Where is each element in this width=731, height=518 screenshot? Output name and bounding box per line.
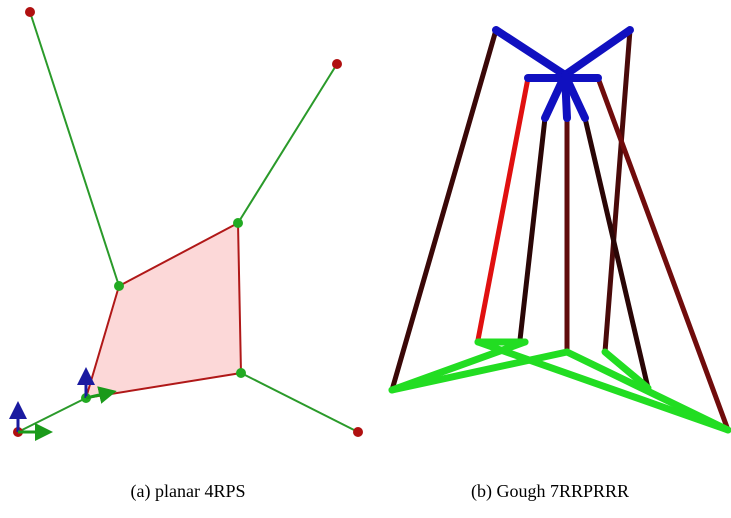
platform [86, 223, 241, 398]
gough-mechanism [392, 30, 728, 430]
base [392, 342, 728, 430]
figure: (a) planar 4RPS (b) Gough 7RRPRRR [0, 0, 731, 518]
caption: (a) planar 4RPS [131, 481, 246, 502]
caption: (b) Gough 7RRPRRR [471, 481, 629, 502]
planar-mechanism [13, 7, 363, 437]
